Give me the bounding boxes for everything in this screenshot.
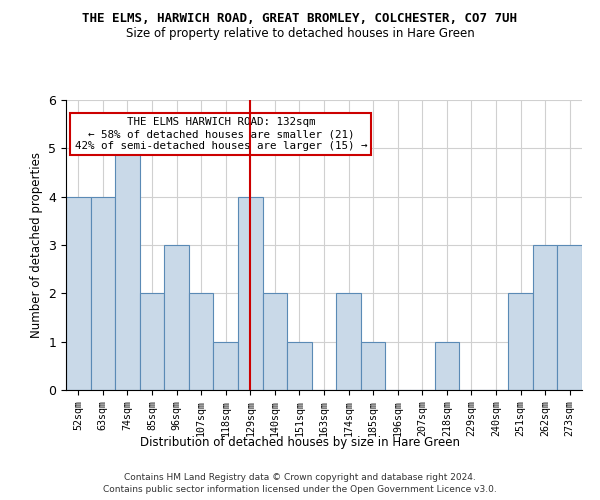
Bar xyxy=(214,342,238,390)
Bar xyxy=(508,294,533,390)
Bar xyxy=(115,148,140,390)
Bar xyxy=(361,342,385,390)
Text: Contains public sector information licensed under the Open Government Licence v3: Contains public sector information licen… xyxy=(103,485,497,494)
Bar xyxy=(164,245,189,390)
Bar xyxy=(66,196,91,390)
Bar xyxy=(533,245,557,390)
Bar xyxy=(140,294,164,390)
Bar xyxy=(287,342,312,390)
Bar xyxy=(336,294,361,390)
Bar xyxy=(557,245,582,390)
Text: Distribution of detached houses by size in Hare Green: Distribution of detached houses by size … xyxy=(140,436,460,449)
Text: Size of property relative to detached houses in Hare Green: Size of property relative to detached ho… xyxy=(125,28,475,40)
Bar xyxy=(91,196,115,390)
Bar xyxy=(238,196,263,390)
Text: Contains HM Land Registry data © Crown copyright and database right 2024.: Contains HM Land Registry data © Crown c… xyxy=(124,472,476,482)
Bar xyxy=(189,294,214,390)
Bar xyxy=(434,342,459,390)
Y-axis label: Number of detached properties: Number of detached properties xyxy=(30,152,43,338)
Bar xyxy=(263,294,287,390)
Text: THE ELMS HARWICH ROAD: 132sqm
← 58% of detached houses are smaller (21)
42% of s: THE ELMS HARWICH ROAD: 132sqm ← 58% of d… xyxy=(74,118,367,150)
Text: THE ELMS, HARWICH ROAD, GREAT BROMLEY, COLCHESTER, CO7 7UH: THE ELMS, HARWICH ROAD, GREAT BROMLEY, C… xyxy=(83,12,517,26)
